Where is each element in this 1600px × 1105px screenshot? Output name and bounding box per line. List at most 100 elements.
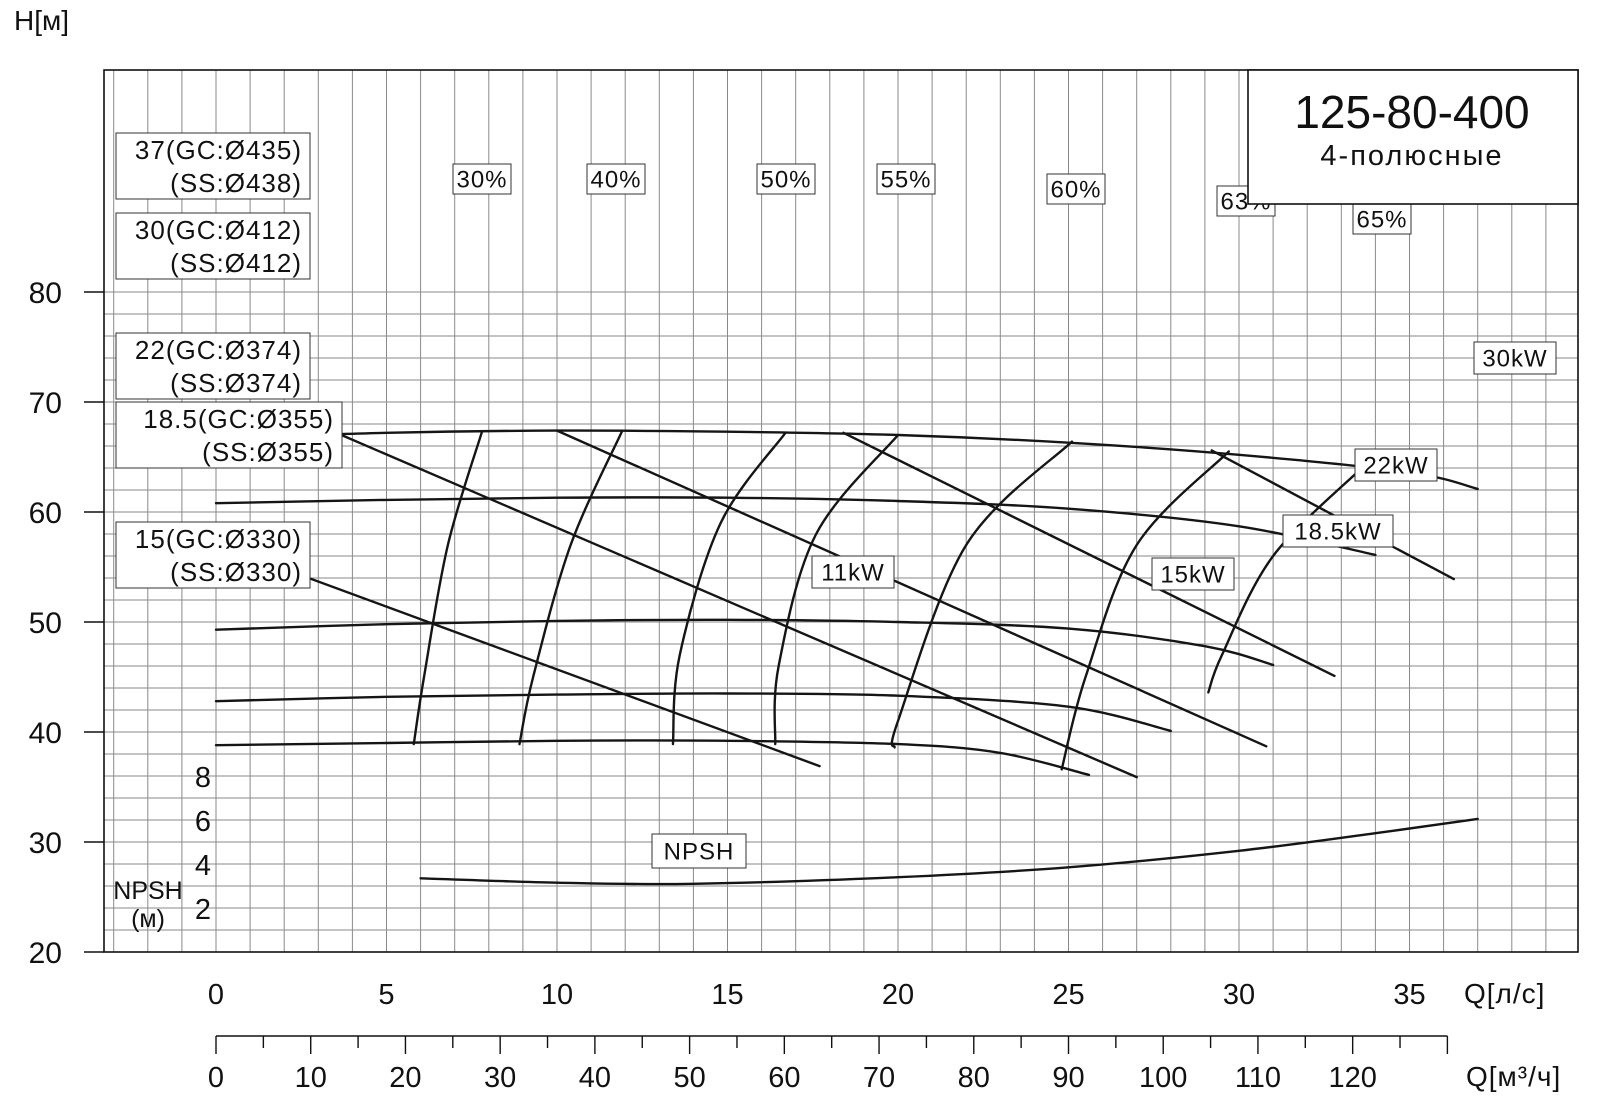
x2-tick-label: 10 — [295, 1062, 327, 1094]
efficiency-curve — [773, 433, 900, 746]
title-box: 125-80-400 4-полюсные — [1247, 69, 1579, 205]
efficiency-label-text: 65% — [1356, 207, 1407, 234]
head-curve-label-box — [115, 332, 311, 400]
x-tick-label: 0 — [208, 979, 224, 1011]
efficiency-curve — [412, 430, 484, 746]
efficiency-label-box — [1046, 173, 1106, 205]
y-tick-label: 20 — [29, 937, 62, 970]
labels-group: 37(GC:Ø435)(SS:Ø438) 30(GC:Ø412)(SS:Ø412)… — [115, 132, 1557, 869]
y-tick-label: 60 — [29, 497, 62, 530]
efficiency-label-box — [756, 163, 816, 195]
power-line-label-text: 11kW — [821, 560, 885, 587]
efficiency-curve — [890, 440, 1074, 749]
head-curve-label-text: 30(GC:Ø412) — [135, 215, 302, 245]
npsh-tick-label: 6 — [195, 806, 211, 838]
head-curve-label: 18.5(GC:Ø355)(SS:Ø355) — [115, 401, 343, 469]
efficiency-label-text: 55% — [880, 167, 931, 194]
head-curve-label-text: 15(GC:Ø330) — [135, 524, 302, 554]
x-axis-label: Q[л/с] — [1464, 978, 1545, 1009]
npsh-curve-label-text: NPSH — [664, 839, 735, 866]
head-curve-label-text: (SS:Ø355) — [202, 437, 334, 467]
npsh-axis-label-line1: NPSH — [113, 877, 182, 905]
head-curve-label-text: 37(GC:Ø435) — [135, 135, 302, 165]
power-line-label: 22kW — [1354, 448, 1438, 482]
power-line-label: 18.5kW — [1282, 514, 1394, 548]
efficiency-curve — [1060, 450, 1230, 771]
efficiency-label-text: 40% — [590, 167, 641, 194]
power-line — [337, 432, 1138, 779]
head-curve-label-text: (SS:Ø330) — [170, 557, 302, 587]
power-line-label-text: 30kW — [1482, 346, 1547, 373]
efficiency-label: 30% — [452, 163, 512, 195]
npsh-tick-label: 2 — [195, 894, 211, 926]
head-curve-label: 15(GC:Ø330)(SS:Ø330) — [115, 521, 311, 589]
efficiency-label-text: 30% — [456, 167, 507, 194]
head-curve-label-text: (SS:Ø438) — [170, 168, 302, 198]
x-tick-label: 10 — [541, 979, 573, 1011]
x2-tick-label: 90 — [1052, 1062, 1084, 1094]
x2-tick-label: 40 — [579, 1062, 611, 1094]
power-line-label: 30kW — [1473, 341, 1557, 375]
x2-tick-label: 30 — [484, 1062, 516, 1094]
x2-tick-label: 110 — [1235, 1062, 1281, 1094]
head-curve — [214, 429, 1479, 491]
power-line-label: 11kW — [811, 555, 895, 589]
curves-group — [214, 429, 1479, 886]
efficiency-label-box — [1352, 203, 1412, 235]
head-curve — [214, 496, 1377, 557]
power-line-label-box — [1151, 557, 1235, 591]
efficiency-curve — [518, 430, 623, 746]
efficiency-label: 60% — [1046, 173, 1106, 205]
x2-tick-label: 0 — [208, 1062, 224, 1094]
head-curve-label-box — [115, 132, 311, 200]
head-curve-label: 37(GC:Ø435)(SS:Ø438) — [115, 132, 311, 200]
y-tick-label: 70 — [29, 387, 62, 420]
efficiency-label-box — [876, 163, 936, 195]
npsh-tick-label: 8 — [195, 762, 211, 794]
power-line-label-box — [811, 555, 895, 589]
efficiency-curve — [671, 431, 787, 746]
x2-axis-label: Q[м³/ч] — [1466, 1061, 1561, 1092]
head-curve-label-box — [115, 212, 311, 280]
x-tick-label: 5 — [378, 979, 394, 1011]
head-curve — [214, 739, 1091, 777]
power-line-label-box — [1354, 448, 1438, 482]
power-line-label-box — [1473, 341, 1557, 375]
power-line-label-text: 22kW — [1363, 453, 1428, 480]
power-line-label-text: 15kW — [1160, 562, 1225, 589]
head-curve-label: 30(GC:Ø412)(SS:Ø412) — [115, 212, 311, 280]
npsh-axis-label-line2: (м) — [131, 905, 165, 933]
y-tick-label: 30 — [29, 827, 62, 860]
power-line — [555, 429, 1268, 748]
y-tick-label: 80 — [29, 277, 62, 310]
y-tick-label: 50 — [29, 607, 62, 640]
head-curve-label-box — [115, 401, 343, 469]
x2-tick-label: 100 — [1139, 1062, 1187, 1094]
efficiency-curve — [1207, 466, 1363, 694]
x-tick-label: 35 — [1393, 979, 1425, 1011]
chart-subtitle: 4-полюсные — [1320, 140, 1503, 172]
power-line-label-box — [1282, 514, 1394, 548]
plot-frame — [103, 69, 1579, 953]
x2-tick-label: 60 — [768, 1062, 800, 1094]
head-curve-label-box — [115, 521, 311, 589]
efficiency-label: 50% — [756, 163, 816, 195]
efficiency-label-box — [452, 163, 512, 195]
chart-title: 125-80-400 — [1294, 86, 1529, 138]
npsh-curve-label: NPSH — [651, 833, 747, 869]
head-curve — [214, 692, 1172, 733]
head-curve — [214, 618, 1275, 667]
x2-tick-label: 120 — [1328, 1062, 1376, 1094]
power-line-label: 15kW — [1151, 557, 1235, 591]
head-curve-label-text: 22(GC:Ø374) — [135, 335, 302, 365]
efficiency-label-box — [586, 163, 646, 195]
x-tick-label: 20 — [882, 979, 914, 1011]
y-tick-label: 40 — [29, 717, 62, 750]
efficiency-label: 40% — [586, 163, 646, 195]
x2-tick-label: 20 — [389, 1062, 421, 1094]
x2-tick-label: 70 — [863, 1062, 895, 1094]
npsh-curve-label-box — [651, 833, 747, 869]
power-line — [214, 542, 821, 768]
